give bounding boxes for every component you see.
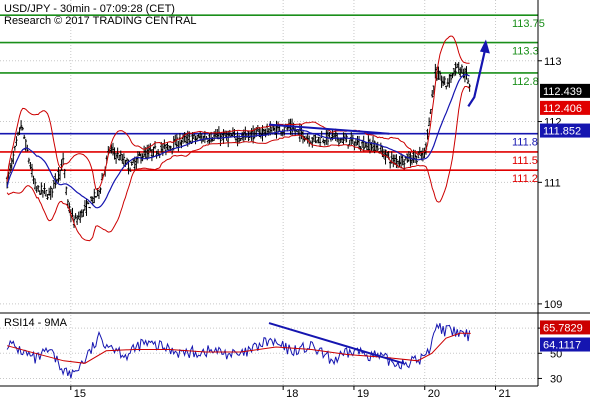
rsi-tag-ma-bg [540,320,590,335]
level-label-113.75: 113.75 [512,18,545,30]
rsi-ma-line [6,332,471,364]
price-tags: 112.439 112.406 111.852 65.7829 64.1117 [540,83,590,352]
price-tag-pivot: 111.852 [543,126,581,138]
rsi-tag-rsi-bg [540,337,590,352]
price-tag-last: 112.439 [543,86,582,98]
rsi-y-tick-label: 30 [550,373,562,385]
level-label-113.3: 113.3 [512,46,539,58]
chart-subtitle: Research © 2017 TRADING CENTRAL [4,15,197,27]
level-label-111.2: 111.2 [512,173,538,185]
rsi-panel [6,322,471,379]
bollinger-upper [6,35,470,191]
rsi-tag-ma: 65.7829 [543,322,583,334]
projection-arrow [467,50,486,107]
level-label-112.8: 112.8 [512,76,539,88]
level-label-111.8: 111.8 [512,137,538,149]
bollinger-lower [6,86,470,242]
x-tick-label: 21 [499,388,511,400]
price-trendline [268,123,390,135]
price-tag-last-bg [540,83,590,98]
x-tick-label: 20 [428,388,440,400]
y-tick-label: 111 [544,177,561,189]
projection-arrowhead [479,39,490,54]
price-tag-pivot-bg [540,123,590,138]
rsi-trendline [268,322,404,365]
price-panel: 113.75 113.3 112.8 111.8 111.5 111.2 [0,14,545,242]
price-tag-prev: 112.406 [543,103,582,115]
y-tick-label: 109 [544,299,562,311]
x-tick-label: 15 [74,388,86,400]
chart-title: USD/JPY - 30min - 07:09:28 (CET) [4,3,175,15]
time-axis: 15 18 19 20 21 [70,386,511,400]
y-tick-label: 113 [544,56,562,68]
x-tick-label: 19 [357,388,369,400]
rsi-title: RSI14 - 9MA [4,317,68,329]
level-label-111.5: 111.5 [512,155,538,167]
moving-average [6,73,470,209]
price-gridlines [0,0,538,386]
x-tick-label: 18 [286,388,298,400]
price-tag-prev-bg [540,100,590,115]
rsi-tag-rsi: 64.1117 [543,340,581,352]
